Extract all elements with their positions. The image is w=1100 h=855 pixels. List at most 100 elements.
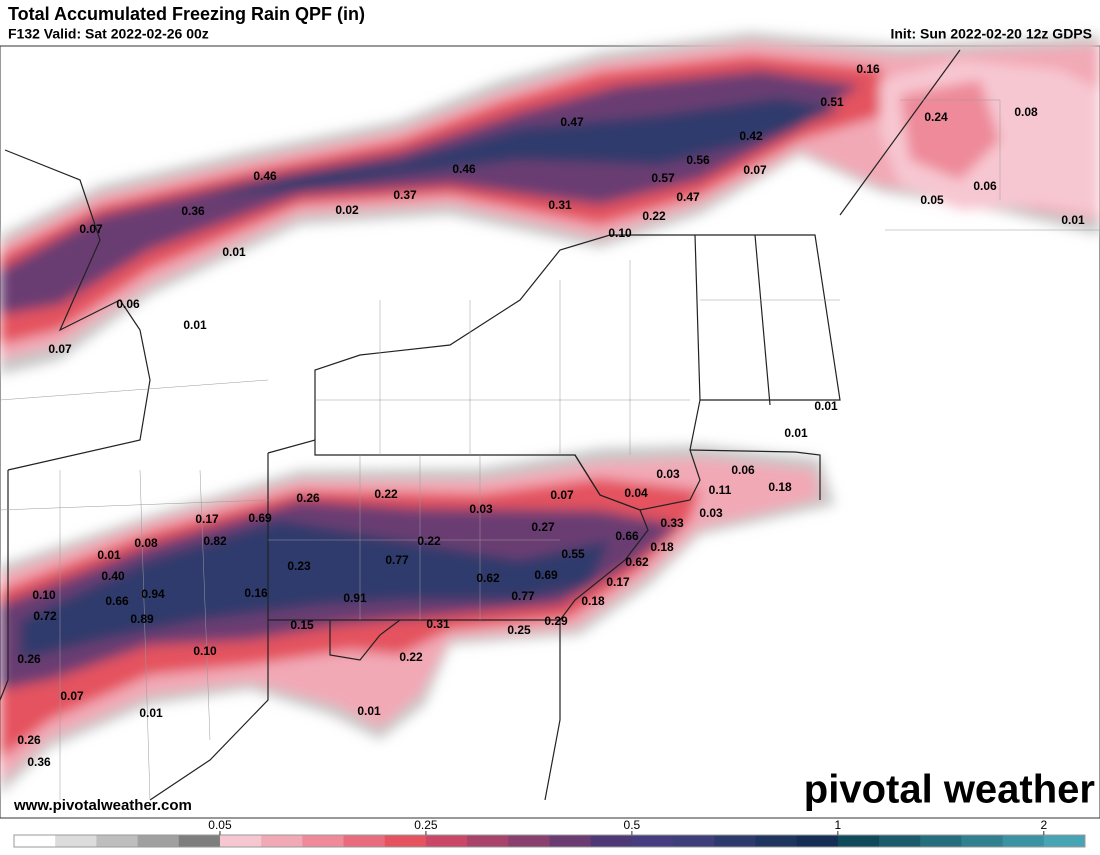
west-borders (0, 329, 561, 801)
value-label: 0.01 (97, 548, 121, 562)
value-label: 0.40 (101, 569, 125, 583)
value-label: 0.10 (32, 588, 56, 602)
value-label: 0.10 (608, 226, 632, 240)
value-label: 0.36 (27, 755, 51, 769)
colorbar-swatch (219, 835, 262, 847)
colorbar-swatch (961, 835, 1004, 847)
colorbar-swatch (631, 835, 674, 847)
colorbar-swatch (590, 835, 633, 847)
value-label: 0.17 (606, 575, 630, 589)
value-label: 0.26 (17, 652, 41, 666)
colorbar-swatch (673, 835, 715, 847)
value-label: 0.66 (105, 594, 129, 608)
colorbar-swatch (714, 835, 756, 847)
value-label: 0.18 (581, 594, 605, 608)
value-label: 0.01 (814, 399, 838, 413)
county-lines (0, 99, 1100, 801)
site-url: www.pivotalweather.com (13, 797, 192, 814)
value-label: 0.51 (820, 95, 844, 109)
value-label: 0.91 (343, 591, 367, 605)
value-label: 0.33 (660, 516, 684, 530)
value-label: 0.66 (615, 529, 639, 543)
colorbar: 0.05 0.25 0.5 1 2 (13, 818, 1086, 848)
value-label: 0.18 (650, 540, 674, 554)
value-label: 0.26 (17, 733, 41, 747)
value-label: 0.08 (134, 536, 158, 550)
value-label: 0.56 (686, 153, 710, 167)
value-label: 0.11 (709, 483, 732, 497)
value-label: 0.26 (296, 491, 320, 505)
value-label: 0.77 (511, 589, 535, 603)
point-labels: 0.16 0.51 0.24 0.08 0.47 0.42 0.56 0.46 0.46 0.57… (17, 62, 1085, 769)
colorbar-swatch (261, 835, 303, 847)
colorbar-swatch (178, 835, 221, 847)
colorbar-swatch (137, 835, 180, 847)
colorbar-tick-label: 2 (1040, 818, 1047, 832)
colorbar-swatch (343, 835, 386, 847)
colorbar-tick-label: 1 (835, 818, 842, 832)
colorbar-swatch (508, 835, 550, 847)
colorbar-swatch (837, 835, 880, 847)
value-label: 0.01 (357, 704, 381, 718)
colorbar-swatch (96, 835, 139, 847)
value-label: 0.31 (426, 617, 450, 631)
value-label: 0.47 (676, 190, 700, 204)
lake-shores (4, 149, 695, 440)
colorbar-swatch (549, 835, 592, 847)
value-label: 0.62 (476, 571, 500, 585)
value-label: 0.18 (768, 480, 792, 494)
colorbar-swatch (302, 835, 345, 847)
value-label: 0.25 (507, 623, 531, 637)
colorbar-swatch (384, 835, 427, 847)
colorbar-frame (13, 834, 1086, 848)
value-label: 0.07 (79, 222, 103, 236)
value-label: 0.89 (130, 612, 154, 626)
value-label: 0.69 (534, 568, 558, 582)
colorbar-swatch (920, 835, 962, 847)
value-label: 0.16 (244, 586, 268, 600)
value-label: 0.01 (139, 706, 163, 720)
colorbar-swatch (425, 835, 468, 847)
valid-time: F132 Valid: Sat 2022-02-26 00z (8, 26, 209, 42)
colorbar-swatch (796, 835, 839, 847)
value-label: 0.05 (920, 193, 944, 207)
value-label: 0.03 (656, 467, 680, 481)
colorbar-swatch (14, 835, 56, 847)
value-label: 0.57 (651, 171, 675, 185)
value-label: 0.01 (1061, 213, 1085, 227)
value-label: 0.22 (374, 487, 398, 501)
value-label: 0.03 (469, 502, 493, 516)
title: Total Accumulated Freezing Rain QPF (in) (8, 4, 365, 24)
value-label: 0.22 (399, 650, 423, 664)
value-label: 0.06 (731, 463, 755, 477)
value-label: 0.06 (116, 297, 140, 311)
value-label: 0.10 (193, 644, 217, 658)
colorbar-swatch (1002, 835, 1045, 847)
colorbar-tick-label: 0.5 (624, 818, 641, 832)
value-label: 0.36 (181, 204, 205, 218)
value-label: 0.04 (624, 486, 648, 500)
value-label: 0.07 (60, 689, 84, 703)
colorbar-swatch (879, 835, 921, 847)
value-label: 0.07 (550, 488, 574, 502)
value-label: 0.16 (856, 62, 880, 76)
value-label: 0.06 (973, 179, 997, 193)
colorbar-swatch (467, 835, 509, 847)
value-label: 0.08 (1014, 105, 1038, 119)
colorbar-tick-label: 0.05 (208, 818, 232, 832)
value-label: 0.22 (642, 209, 666, 223)
colorbar-tick-label: 0.25 (414, 818, 438, 832)
value-label: 0.03 (699, 506, 723, 520)
colorbar-swatch (1043, 835, 1086, 847)
value-label: 0.27 (531, 520, 555, 534)
ne-borders (689, 49, 961, 500)
value-label: 0.15 (290, 618, 314, 632)
value-label: 0.47 (560, 115, 584, 129)
value-label: 0.72 (33, 609, 57, 623)
value-label: 0.01 (784, 426, 808, 440)
value-label: 0.31 (548, 198, 572, 212)
value-label: 0.22 (417, 534, 441, 548)
value-label: 0.62 (625, 555, 649, 569)
borders (0, 49, 1100, 801)
